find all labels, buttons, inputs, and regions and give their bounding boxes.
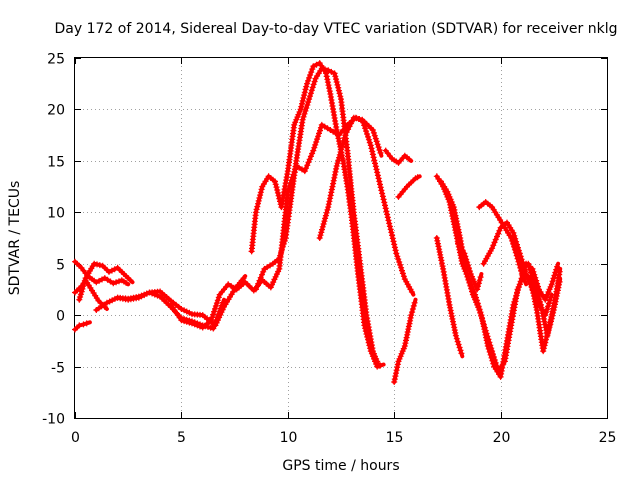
series-arc-1	[72, 258, 131, 287]
x-axis-label: GPS time / hours	[282, 458, 399, 474]
series-arc-12	[391, 297, 418, 385]
series-plus-markers	[438, 178, 563, 375]
series-arc-13	[395, 174, 422, 200]
y-tick-label: 0	[56, 309, 65, 325]
series-arc-18	[480, 219, 554, 319]
series-arc-4	[76, 260, 135, 303]
x-tick-label: 20	[493, 430, 511, 446]
x-tick-label: 10	[280, 430, 298, 446]
series-line	[253, 66, 382, 369]
y-tick-label: 10	[47, 206, 65, 222]
series-line	[477, 200, 529, 287]
series-plus-markers	[382, 147, 413, 166]
series-arc-19	[476, 199, 529, 287]
series-arc-3	[72, 320, 92, 333]
series-plus-markers	[316, 114, 415, 295]
series-arc-11	[382, 147, 414, 166]
series-plus-markers	[248, 60, 384, 370]
series-plus-markers	[476, 199, 529, 285]
x-tick-label: 5	[177, 430, 186, 446]
series-arc-16	[433, 235, 465, 359]
series-plus-markers	[72, 258, 130, 287]
y-tick-label: 5	[56, 258, 65, 274]
x-tick-label: 15	[386, 430, 404, 446]
axis-ticks: 0 5 10 15 20 25 -10 -5 0 5 10 15 20 25	[42, 52, 616, 447]
series-arc-10	[316, 114, 416, 297]
series-arc-9	[252, 65, 382, 369]
series-plus-markers	[480, 219, 554, 319]
x-tick-label: 0	[71, 430, 80, 446]
series-plus-markers	[433, 235, 465, 357]
series-plus-markers	[518, 260, 563, 339]
y-tick-label: 25	[47, 52, 65, 68]
series-arc-17	[455, 240, 484, 293]
y-tick-label: -5	[51, 361, 65, 377]
series-plus-markers	[72, 320, 90, 333]
gridlines	[75, 58, 607, 418]
series-plus-markers	[252, 65, 382, 367]
series-line	[168, 115, 384, 330]
chart-title: Day 172 of 2014, Sidereal Day-to-day VTE…	[55, 21, 618, 37]
series-arc-15	[438, 178, 563, 375]
series-plus-markers	[395, 174, 421, 200]
series-plus-markers	[76, 260, 134, 303]
y-tick-label: 15	[47, 155, 65, 171]
series-arc-8	[248, 60, 386, 370]
series-arc-20	[518, 260, 563, 339]
y-tick-label: -10	[42, 412, 65, 428]
y-axis-label: SDTVAR / TECUs	[7, 181, 23, 296]
data-series	[72, 60, 563, 385]
series-plus-markers	[391, 299, 418, 385]
series-plus-markers	[455, 240, 484, 293]
y-tick-label: 20	[47, 103, 65, 119]
x-tick-label: 25	[599, 430, 617, 446]
plot-frame	[74, 57, 608, 419]
